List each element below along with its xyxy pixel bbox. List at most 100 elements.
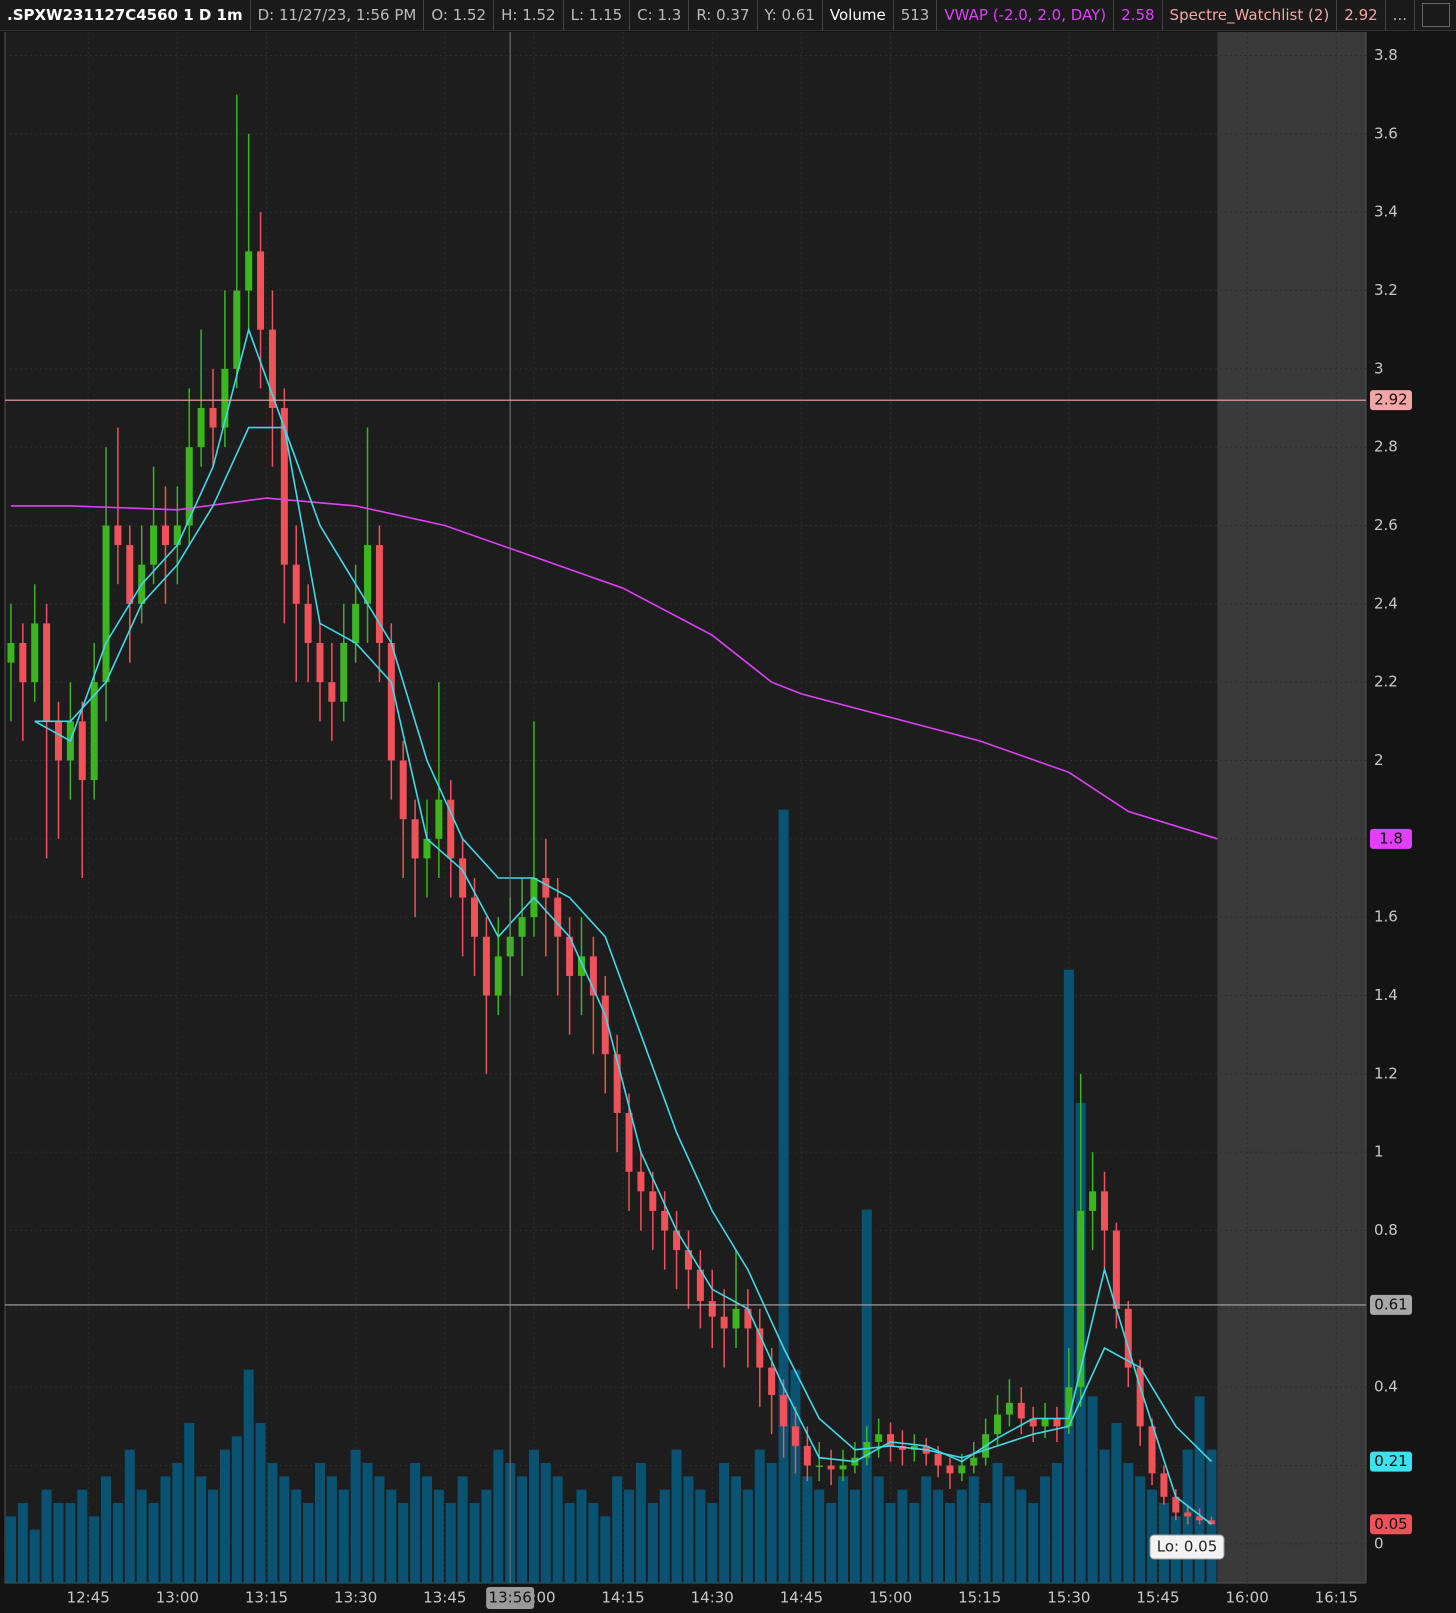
volume-bar — [255, 1423, 266, 1583]
volume-bar — [790, 1369, 801, 1583]
volume-bar — [457, 1476, 468, 1583]
candle-body — [577, 956, 585, 976]
overlay-line — [34, 426, 1213, 1463]
header-item: 2.58 — [1114, 0, 1163, 31]
volume-bar — [1099, 1449, 1110, 1583]
volume-bar — [184, 1423, 195, 1583]
volume-bar — [1040, 1476, 1051, 1583]
candle-body — [554, 897, 562, 937]
x-tick-label: 14:15 — [601, 1589, 644, 1607]
marker-label: 1.8 — [1379, 829, 1403, 847]
marker-label: 0.61 — [1374, 1295, 1407, 1313]
volume-bar — [410, 1463, 421, 1583]
candle-body — [661, 1210, 669, 1231]
x-tick-label: 13:00 — [156, 1589, 199, 1607]
candle-body — [1077, 1210, 1085, 1388]
x-tick-label: 15:45 — [1136, 1589, 1179, 1607]
candle-body — [803, 1445, 811, 1466]
candle-body — [589, 956, 597, 996]
chart-icon[interactable] — [1422, 3, 1450, 27]
candle-body — [1100, 1191, 1108, 1231]
candle-body — [1053, 1418, 1061, 1427]
candle-body — [827, 1465, 835, 1470]
x-tick-label: 15:15 — [958, 1589, 1001, 1607]
volume-bar — [421, 1476, 432, 1583]
volume-bar — [624, 1489, 635, 1583]
candle-body — [459, 858, 467, 898]
candle-body — [1136, 1367, 1144, 1427]
candle-body — [887, 1434, 895, 1446]
candle-body — [970, 1457, 978, 1466]
volume-bar — [1135, 1476, 1146, 1583]
candle-body — [1124, 1308, 1132, 1368]
candle-body — [364, 545, 372, 604]
after-hours-shade — [1217, 32, 1366, 1583]
candle-body — [197, 408, 205, 448]
candle-body — [375, 545, 383, 643]
candle-body — [815, 1465, 823, 1467]
volume-bar — [445, 1503, 456, 1583]
low-label-box — [1149, 1534, 1225, 1560]
candle-body — [684, 1250, 692, 1270]
volume-bar — [731, 1476, 742, 1583]
header-item: O: 1.52 — [424, 0, 495, 31]
candle-body — [934, 1453, 942, 1466]
candle-body — [1184, 1512, 1192, 1517]
y-tick-label: 0.8 — [1374, 1221, 1398, 1239]
volume-bar — [1004, 1476, 1015, 1583]
candle-body — [54, 721, 62, 761]
volume-bar — [933, 1489, 944, 1583]
candle-body — [1196, 1516, 1204, 1521]
candle-body — [90, 682, 98, 781]
candle-body — [1029, 1418, 1037, 1427]
candle-body — [1017, 1402, 1025, 1419]
y-tick-label: 2.8 — [1374, 438, 1398, 456]
volume-bar — [635, 1463, 646, 1583]
marker-box — [1370, 390, 1412, 411]
volume-bar — [849, 1489, 860, 1583]
header-item: R: 0.37 — [689, 0, 758, 31]
candle-body — [411, 819, 419, 859]
y-tick-label: 1.4 — [1374, 986, 1398, 1004]
volume-bar — [29, 1529, 40, 1583]
volume-bar — [778, 809, 789, 1583]
y-tick-label: 3.2 — [1374, 281, 1398, 299]
marker-box — [1370, 1451, 1412, 1472]
header-item: Y: 0.61 — [758, 0, 823, 31]
volume-bar — [148, 1503, 159, 1583]
candle-body — [114, 525, 122, 546]
candle-body — [1065, 1387, 1073, 1427]
y-tick-label: 3.4 — [1374, 203, 1398, 221]
marker-box — [1370, 1514, 1412, 1535]
candle-body — [268, 329, 276, 408]
volume-bar — [576, 1489, 587, 1583]
candle-body — [625, 1113, 633, 1172]
header-item: L: 1.15 — [564, 0, 631, 31]
candle-body — [1148, 1426, 1156, 1474]
volume-bar — [196, 1476, 207, 1583]
candle-body — [102, 525, 110, 683]
volume-bar — [243, 1369, 254, 1583]
volume-bar — [659, 1489, 670, 1583]
candle-body — [839, 1465, 847, 1470]
volume-bar — [754, 1449, 765, 1583]
volume-bar — [588, 1503, 599, 1583]
volume-bar — [53, 1503, 64, 1583]
y-tick-label: 2.4 — [1374, 594, 1398, 612]
candle-body — [1172, 1496, 1180, 1513]
volume-bar — [279, 1476, 290, 1583]
y-tick-label: 0 — [1374, 1534, 1384, 1552]
y-tick-label: 0.4 — [1374, 1378, 1398, 1396]
volume-bar — [968, 1476, 979, 1583]
candle-body — [494, 956, 502, 996]
candle-body — [447, 799, 455, 859]
candle-body — [482, 936, 490, 996]
volume-bar — [303, 1503, 314, 1583]
volume-bar — [1016, 1489, 1027, 1583]
candle-body — [292, 564, 300, 604]
volume-bar — [564, 1503, 575, 1583]
volume-bar — [1194, 1396, 1205, 1583]
x-tick-label: 14:45 — [780, 1589, 823, 1607]
volume-bar — [552, 1476, 563, 1583]
